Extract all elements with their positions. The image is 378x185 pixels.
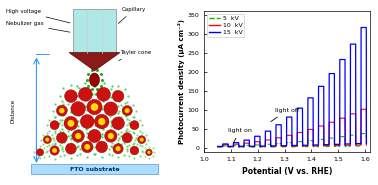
Circle shape	[122, 133, 132, 143]
Circle shape	[72, 130, 84, 142]
Circle shape	[36, 149, 44, 156]
Circle shape	[130, 121, 139, 130]
Circle shape	[75, 133, 81, 139]
Circle shape	[147, 151, 150, 154]
Circle shape	[112, 90, 124, 102]
Text: light on: light on	[228, 128, 252, 142]
Text: High voltage: High voltage	[6, 9, 70, 23]
Bar	[31, 164, 158, 174]
Circle shape	[59, 108, 65, 113]
Polygon shape	[69, 53, 120, 71]
Circle shape	[98, 118, 105, 125]
Circle shape	[65, 90, 77, 102]
Circle shape	[116, 146, 121, 151]
Circle shape	[104, 102, 118, 116]
Circle shape	[56, 105, 67, 116]
Circle shape	[112, 117, 124, 130]
Circle shape	[130, 146, 139, 155]
Circle shape	[65, 143, 76, 154]
Bar	[73, 9, 116, 53]
Circle shape	[88, 130, 101, 142]
Text: light off: light off	[271, 108, 299, 122]
Circle shape	[94, 114, 109, 129]
Circle shape	[113, 144, 123, 154]
Circle shape	[87, 99, 102, 115]
Circle shape	[140, 138, 144, 142]
Circle shape	[122, 106, 132, 116]
Circle shape	[50, 146, 59, 155]
Circle shape	[50, 121, 59, 130]
Text: Tayler cone: Tayler cone	[119, 51, 151, 60]
Circle shape	[138, 136, 146, 144]
Legend: 5  kV, 10  kV, 15  kV: 5 kV, 10 kV, 15 kV	[207, 14, 245, 37]
Circle shape	[105, 130, 117, 142]
Circle shape	[64, 116, 78, 130]
Circle shape	[108, 133, 114, 139]
Circle shape	[81, 141, 93, 153]
Ellipse shape	[90, 73, 99, 87]
Circle shape	[97, 88, 110, 101]
Y-axis label: Photocurrent density (μA cm⁻²): Photocurrent density (μA cm⁻²)	[178, 19, 185, 144]
Circle shape	[84, 144, 90, 150]
Circle shape	[91, 103, 98, 111]
Circle shape	[146, 149, 152, 156]
Text: Distance: Distance	[10, 99, 15, 123]
Circle shape	[67, 120, 74, 127]
Circle shape	[52, 148, 57, 153]
Circle shape	[45, 138, 49, 142]
Circle shape	[56, 132, 67, 143]
Circle shape	[71, 102, 85, 116]
Circle shape	[96, 141, 108, 153]
Text: FTO substrate: FTO substrate	[70, 167, 119, 172]
X-axis label: Potential (V vs. RHE): Potential (V vs. RHE)	[242, 167, 333, 176]
Circle shape	[125, 108, 130, 113]
Circle shape	[43, 136, 51, 144]
Circle shape	[79, 88, 92, 101]
Text: Nebulizer gas: Nebulizer gas	[6, 21, 70, 32]
Circle shape	[81, 115, 94, 128]
Text: Capillary: Capillary	[118, 7, 146, 23]
